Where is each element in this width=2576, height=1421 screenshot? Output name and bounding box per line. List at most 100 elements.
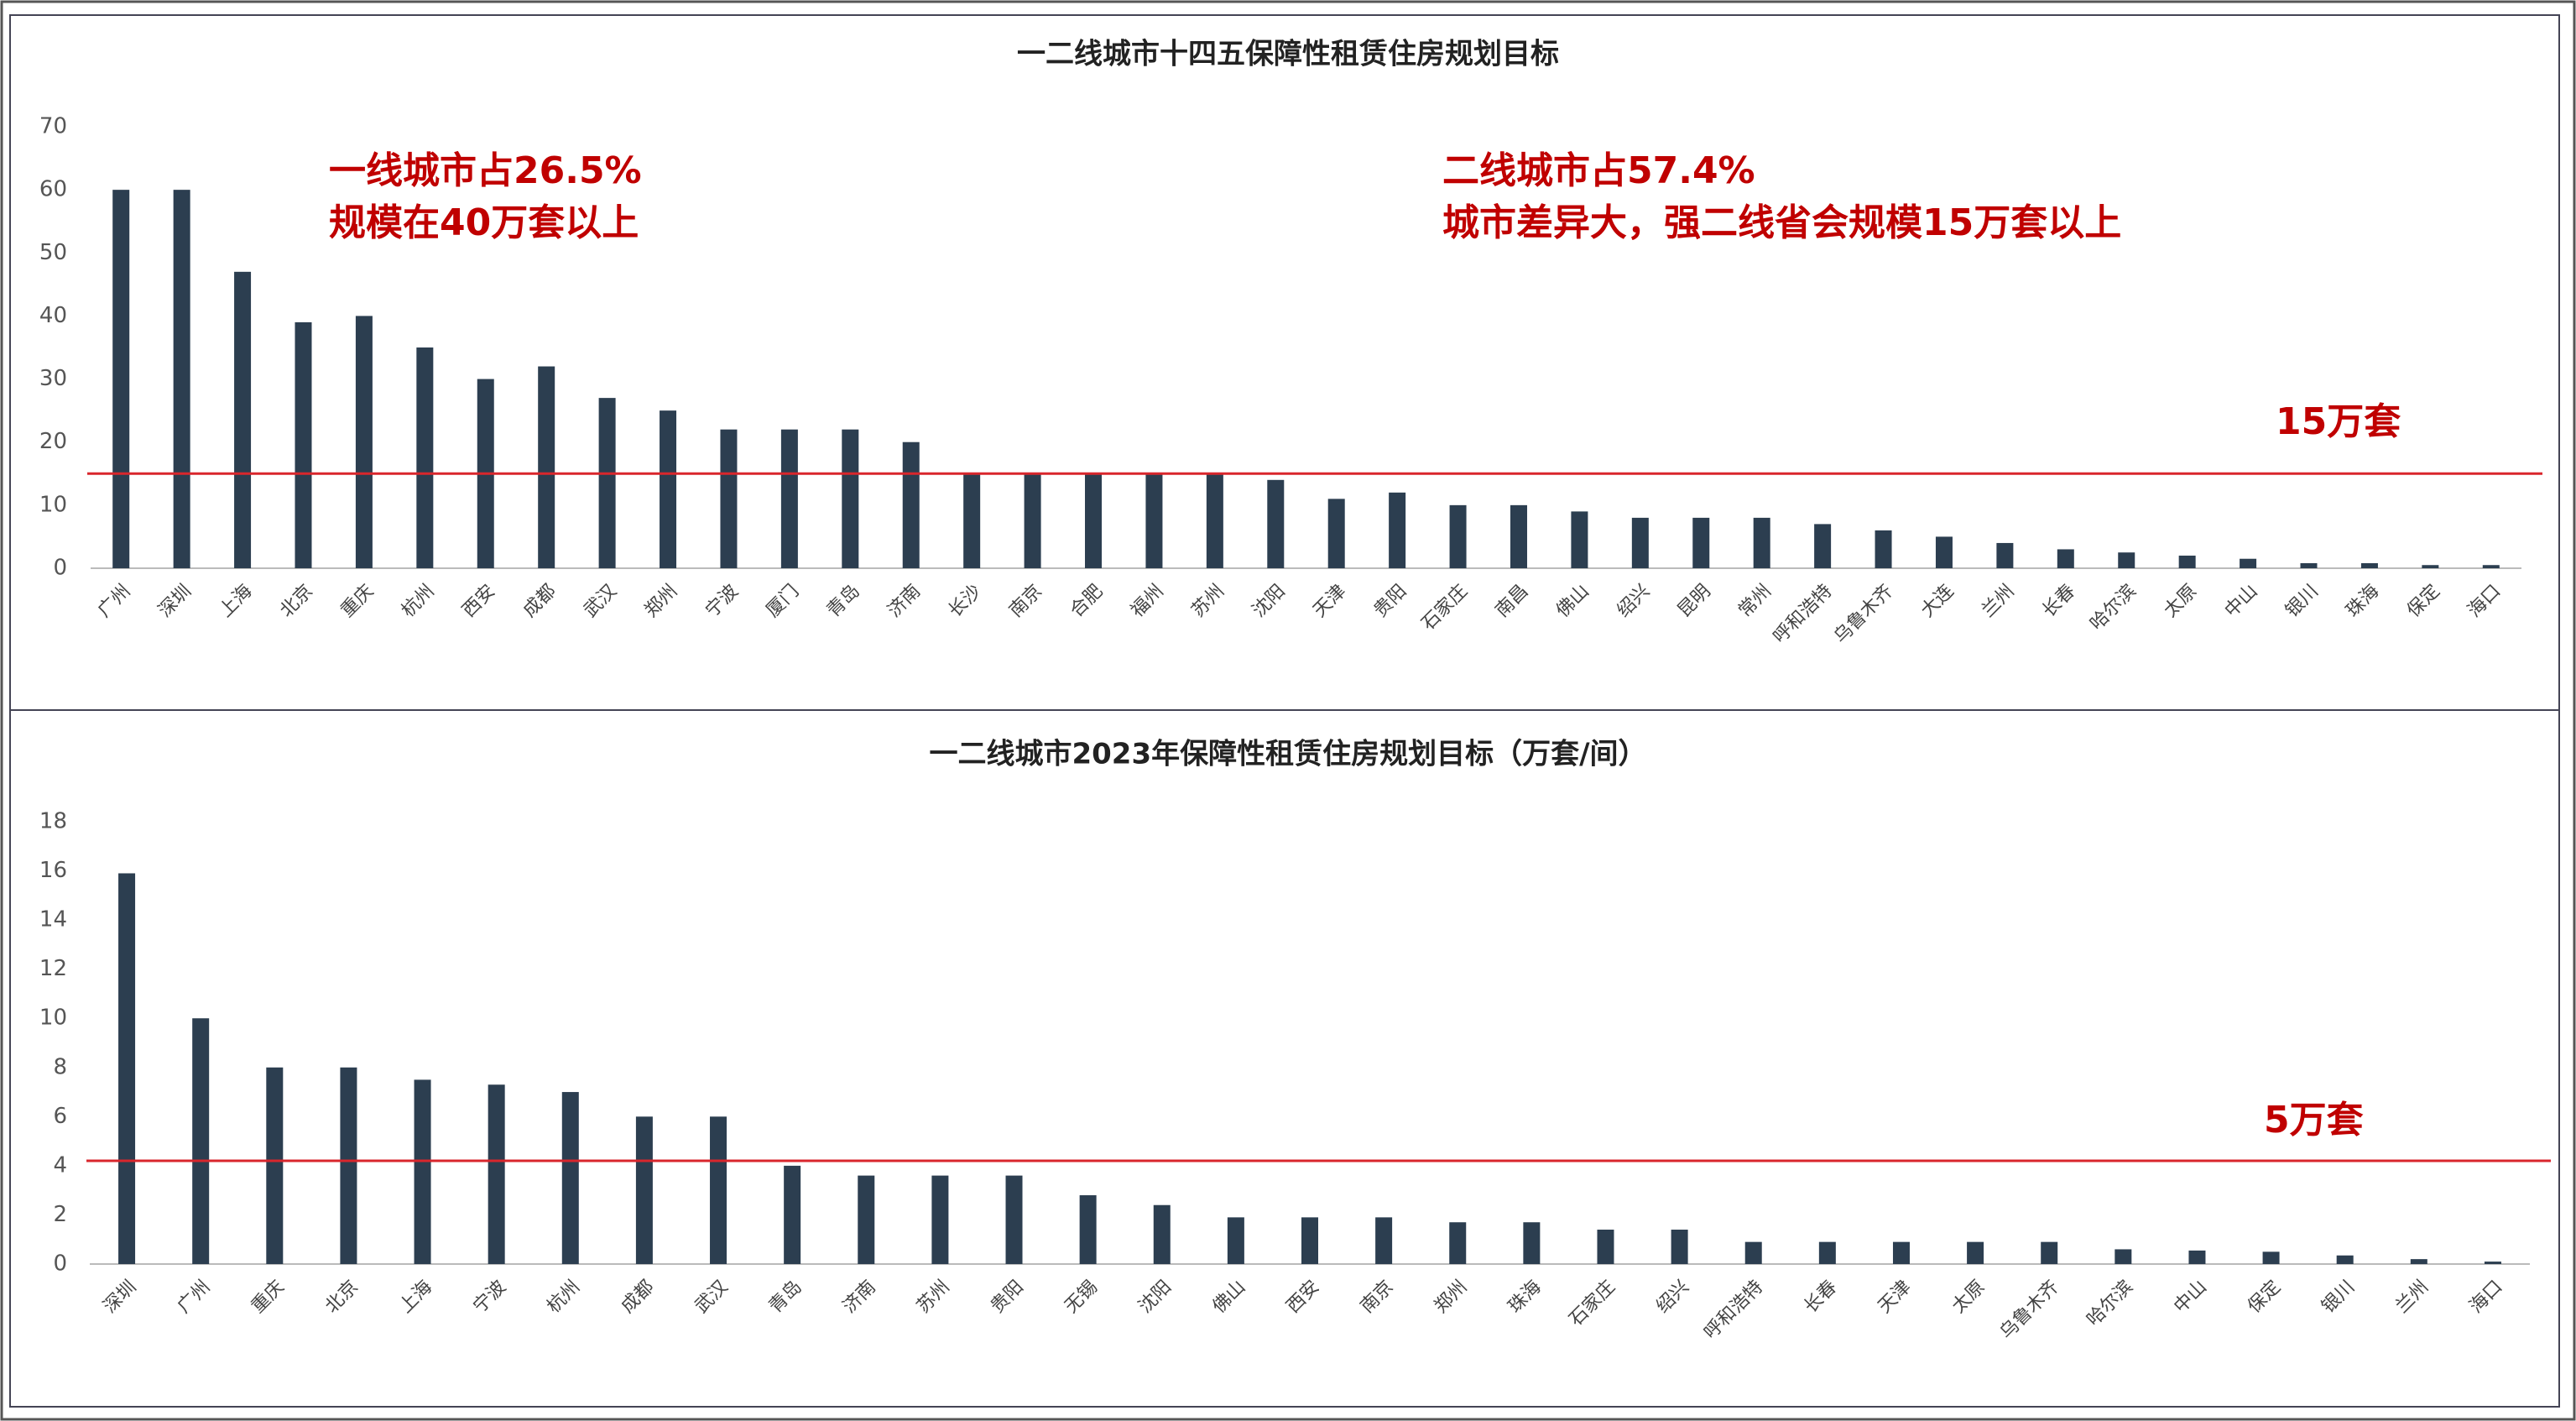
bar [2188, 1250, 2206, 1264]
bar [2336, 1255, 2354, 1264]
bar [963, 473, 981, 568]
bar [931, 1175, 949, 1264]
bar [1510, 504, 1527, 568]
annotation: 一线城市占26.5% [329, 149, 642, 192]
reference-label: 5万套 [2264, 1099, 2364, 1142]
y-tick-label: 10 [39, 492, 67, 517]
bar [2484, 1262, 2501, 1264]
bar [2115, 1249, 2132, 1264]
bar [1227, 1217, 1244, 1264]
bar [173, 190, 190, 568]
bar [1389, 492, 1406, 568]
annotation: 城市差异大，强二线省会规模15万套以上 [1442, 201, 2121, 244]
bar [2041, 1241, 2058, 1264]
y-tick-label: 6 [53, 1104, 67, 1129]
bar [1523, 1222, 1541, 1264]
bar [635, 1116, 653, 1264]
bar [340, 1067, 357, 1264]
bar [414, 1079, 431, 1264]
y-tick-label: 30 [39, 366, 67, 391]
bar [1327, 499, 1345, 568]
bar [118, 873, 136, 1264]
y-tick-label: 2 [53, 1202, 67, 1227]
bar [538, 366, 555, 568]
bar [1449, 504, 1467, 568]
reference-label: 15万套 [2276, 400, 2401, 443]
bar [1267, 479, 1285, 568]
y-tick-label: 50 [39, 240, 67, 265]
bar [1671, 1230, 1688, 1264]
bar [1753, 517, 1770, 568]
bar [266, 1067, 284, 1264]
bar [858, 1175, 875, 1264]
bar [2118, 552, 2135, 568]
bar [2360, 562, 2378, 568]
bar [1024, 473, 1041, 568]
bar [234, 271, 252, 568]
bar [112, 190, 130, 568]
bar [1206, 473, 1223, 568]
chart-title: 一二线城市2023年保障性租赁住房规划目标（万套/间） [929, 738, 1646, 771]
y-tick-label: 14 [39, 907, 67, 933]
bar [784, 1165, 801, 1264]
bar [1571, 511, 1588, 568]
bar [902, 441, 920, 568]
bar [780, 429, 798, 568]
bar [660, 410, 677, 568]
y-tick-label: 70 [39, 114, 67, 139]
bar [1875, 530, 1892, 568]
y-tick-label: 16 [39, 858, 67, 883]
bar [1935, 536, 1953, 568]
bar [1301, 1217, 1318, 1264]
bar [1744, 1241, 1762, 1264]
bar [1692, 517, 1710, 568]
y-tick-label: 20 [39, 429, 67, 454]
bar [488, 1084, 505, 1264]
annotation: 二线城市占57.4% [1442, 149, 1755, 192]
y-tick-label: 0 [53, 1251, 67, 1277]
bar [2178, 555, 2196, 568]
bar [192, 1018, 210, 1264]
bar [1892, 1241, 1910, 1264]
bar [720, 429, 738, 568]
bar [1449, 1222, 1467, 1264]
bar [2300, 562, 2318, 568]
bar [295, 321, 312, 568]
bar [1005, 1175, 1023, 1264]
bar [1153, 1204, 1171, 1264]
bar [2262, 1251, 2280, 1264]
bar [1631, 517, 1649, 568]
bar [2057, 549, 2074, 568]
y-tick-label: 0 [53, 556, 67, 581]
bar [1996, 542, 2014, 568]
bar [1818, 1241, 1836, 1264]
panel-border [9, 709, 2560, 1408]
bar [1145, 473, 1163, 568]
bar [1085, 473, 1103, 568]
bar [2422, 565, 2439, 568]
bar [1375, 1217, 1393, 1264]
y-tick-label: 18 [39, 809, 67, 834]
y-tick-label: 10 [39, 1006, 67, 1031]
y-tick-label: 40 [39, 303, 67, 328]
annotation: 规模在40万套以上 [329, 201, 639, 244]
y-tick-label: 4 [53, 1152, 67, 1178]
chart-title: 一二线城市十四五保障性租赁住房规划目标 [1017, 38, 1559, 71]
bar [710, 1116, 727, 1264]
bar [1967, 1241, 1984, 1264]
bar [1814, 524, 1832, 568]
bar [1597, 1230, 1614, 1264]
bar [561, 1092, 579, 1264]
bar [598, 398, 616, 568]
y-tick-label: 12 [39, 956, 67, 981]
bar [355, 316, 373, 568]
bar [2482, 565, 2500, 568]
bar [416, 347, 434, 568]
bar [842, 429, 859, 568]
y-tick-label: 60 [39, 177, 67, 202]
bar [2240, 558, 2257, 568]
bar [1079, 1195, 1097, 1264]
y-tick-label: 8 [53, 1054, 67, 1079]
bar [2410, 1259, 2427, 1264]
